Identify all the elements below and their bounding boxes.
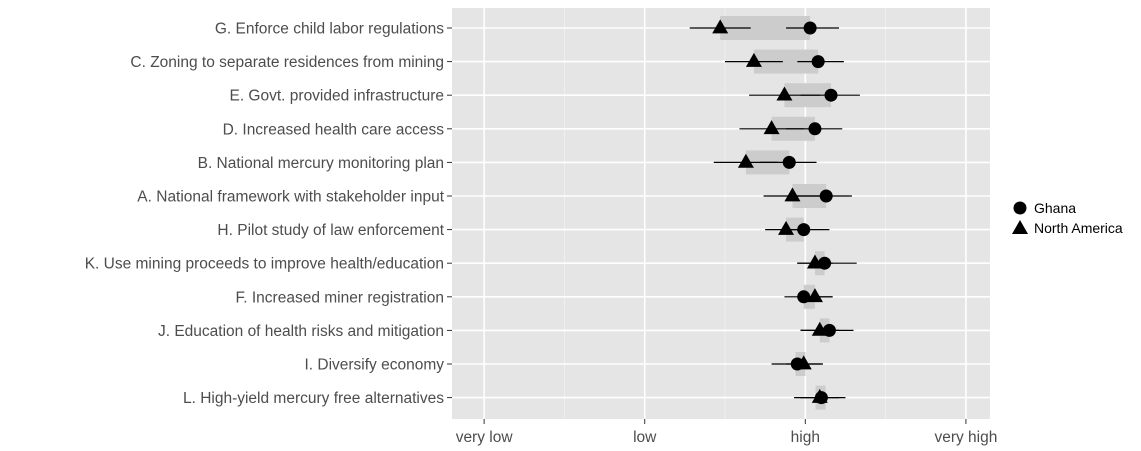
point-north-america xyxy=(778,220,795,235)
point-north-america xyxy=(712,19,729,34)
point-north-america xyxy=(806,254,823,269)
category-label: H. Pilot study of law enforcement xyxy=(217,222,444,239)
grid xyxy=(452,8,990,419)
category-label: J. Education of health risks and mitigat… xyxy=(158,323,444,340)
point-north-america xyxy=(737,153,754,168)
point-north-america xyxy=(795,355,812,370)
x-tick-label: low xyxy=(633,429,657,446)
category-label: C. Zoning to separate residences from mi… xyxy=(130,54,444,71)
x-tick-label: very high xyxy=(934,429,997,446)
point-north-america xyxy=(806,288,823,303)
category-label: K. Use mining proceeds to improve health… xyxy=(85,256,444,273)
category-label: A. National framework with stakeholder i… xyxy=(137,189,444,206)
category-label: D. Increased health care access xyxy=(223,121,445,138)
category-label: E. Govt. provided infrastructure xyxy=(229,88,444,105)
point-ghana xyxy=(782,155,796,169)
marks xyxy=(712,19,838,405)
legend-label: North America xyxy=(1034,220,1123,236)
y-axis: G. Enforce child labor regulations C. Zon… xyxy=(85,21,452,407)
point-ghana xyxy=(811,55,825,69)
point-north-america xyxy=(784,187,801,202)
point-ghana xyxy=(808,122,822,136)
point-ghana xyxy=(797,290,811,304)
category-label: B. National mercury monitoring plan xyxy=(198,155,444,172)
point-north-america xyxy=(811,321,828,336)
legend-label: Ghana xyxy=(1034,200,1076,216)
x-tick-label: very low xyxy=(456,429,514,446)
category-label: I. Diversify economy xyxy=(304,357,444,374)
point-ghana xyxy=(797,223,811,237)
category-label: L. High-yield mercury free alternatives xyxy=(183,390,444,407)
category-label: G. Enforce child labor regulations xyxy=(215,21,444,38)
panel-background xyxy=(452,8,990,419)
x-axis: very low low high very high xyxy=(456,419,997,446)
x-tick-label: high xyxy=(791,429,820,446)
point-north-america xyxy=(745,52,762,67)
point-ghana xyxy=(819,189,833,203)
point-north-america xyxy=(811,388,828,403)
point-ghana xyxy=(824,88,838,102)
point-north-america xyxy=(776,86,793,101)
category-label: F. Increased miner registration xyxy=(236,289,444,306)
point-north-america xyxy=(763,120,780,135)
legend: Ghana North America xyxy=(1012,200,1123,236)
legend-key-ghana xyxy=(1013,201,1027,215)
point-ghana xyxy=(803,21,817,35)
legend-key-north-america xyxy=(1012,220,1028,234)
